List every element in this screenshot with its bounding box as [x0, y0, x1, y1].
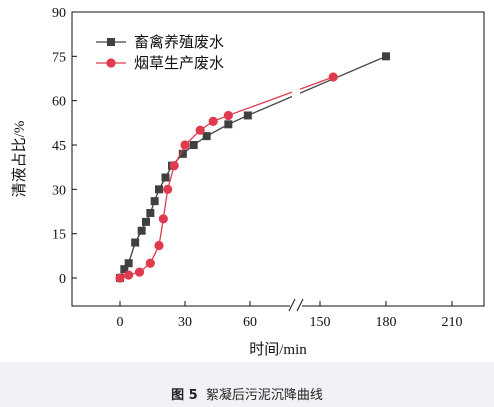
- legend-marker-circle: [106, 58, 116, 68]
- data-point-circle: [115, 273, 125, 283]
- x-tick-label: 30: [178, 315, 192, 330]
- data-point-square: [243, 111, 252, 120]
- data-point-square: [146, 208, 155, 217]
- legend-label: 烟草生产废水: [134, 55, 224, 72]
- settling-curve-chart: 0 15 30 45 60 75 90 0 30 60 150 180 210 畜禽养殖废水烟草生产废水…: [11, 6, 485, 358]
- figure-caption: 图 5 絮凝后污泥沉降曲线: [0, 384, 494, 403]
- y-tick-label: 30: [52, 183, 66, 198]
- data-point-square: [161, 173, 170, 182]
- data-point-square: [137, 226, 146, 235]
- axis-break-mark: [296, 298, 304, 312]
- data-point-square: [150, 197, 159, 206]
- series-break-gap: [292, 88, 300, 102]
- data-point-circle: [163, 184, 173, 194]
- data-point-square: [202, 132, 211, 141]
- figure-title: 絮凝后污泥沉降曲线: [205, 388, 323, 403]
- data-point-square: [189, 141, 198, 149]
- data-point-square: [131, 238, 140, 247]
- data-point-circle: [180, 140, 190, 150]
- y-tick-label: 75: [52, 50, 66, 65]
- y-tick-label: 15: [52, 228, 66, 243]
- legend-label: 畜禽养殖废水: [134, 34, 224, 51]
- chart-area: 0 15 30 45 60 75 90 0 30 60 150 180 210 畜禽养殖废水 烟草生产废水…: [11, 6, 485, 358]
- caption-band: [0, 362, 494, 407]
- data-point-square: [155, 185, 163, 194]
- x-tick-label: 210: [442, 315, 463, 330]
- data-point-circle: [169, 161, 179, 171]
- data-point-circle: [195, 125, 205, 135]
- y-tick-label: 60: [52, 95, 66, 110]
- data-point-square: [382, 52, 390, 61]
- x-tick-label: 150: [310, 315, 331, 330]
- x-tick-label: 60: [243, 315, 257, 330]
- y-axis-title: 清液占比/%: [11, 121, 28, 198]
- plot-frame: [71, 11, 485, 307]
- legend-marker-square: [107, 38, 115, 46]
- y-tick-label: 45: [52, 139, 66, 154]
- data-point-square: [124, 259, 133, 268]
- x-axis-title: 时间/min: [249, 341, 307, 358]
- data-point-square: [224, 120, 233, 129]
- y-tick-label: 90: [52, 6, 66, 21]
- y-tick-label: 0: [59, 272, 66, 287]
- data-point-circle: [134, 267, 145, 277]
- data-point-circle: [124, 270, 134, 280]
- data-point-square: [120, 265, 129, 274]
- figure-number: 图 5: [171, 388, 198, 403]
- data-point-square: [178, 149, 187, 158]
- x-tick-label: 180: [376, 315, 397, 330]
- data-point-circle: [145, 258, 155, 268]
- data-point-circle: [328, 72, 338, 82]
- axis-break-mark: [288, 298, 296, 312]
- data-point-circle: [154, 240, 164, 251]
- x-tick-label: 0: [117, 315, 124, 330]
- data-point-circle: [223, 110, 233, 121]
- data-point-circle: [208, 116, 218, 126]
- data-point-circle: [158, 214, 168, 224]
- data-point-square: [142, 217, 150, 226]
- series-line-2: [119, 76, 334, 279]
